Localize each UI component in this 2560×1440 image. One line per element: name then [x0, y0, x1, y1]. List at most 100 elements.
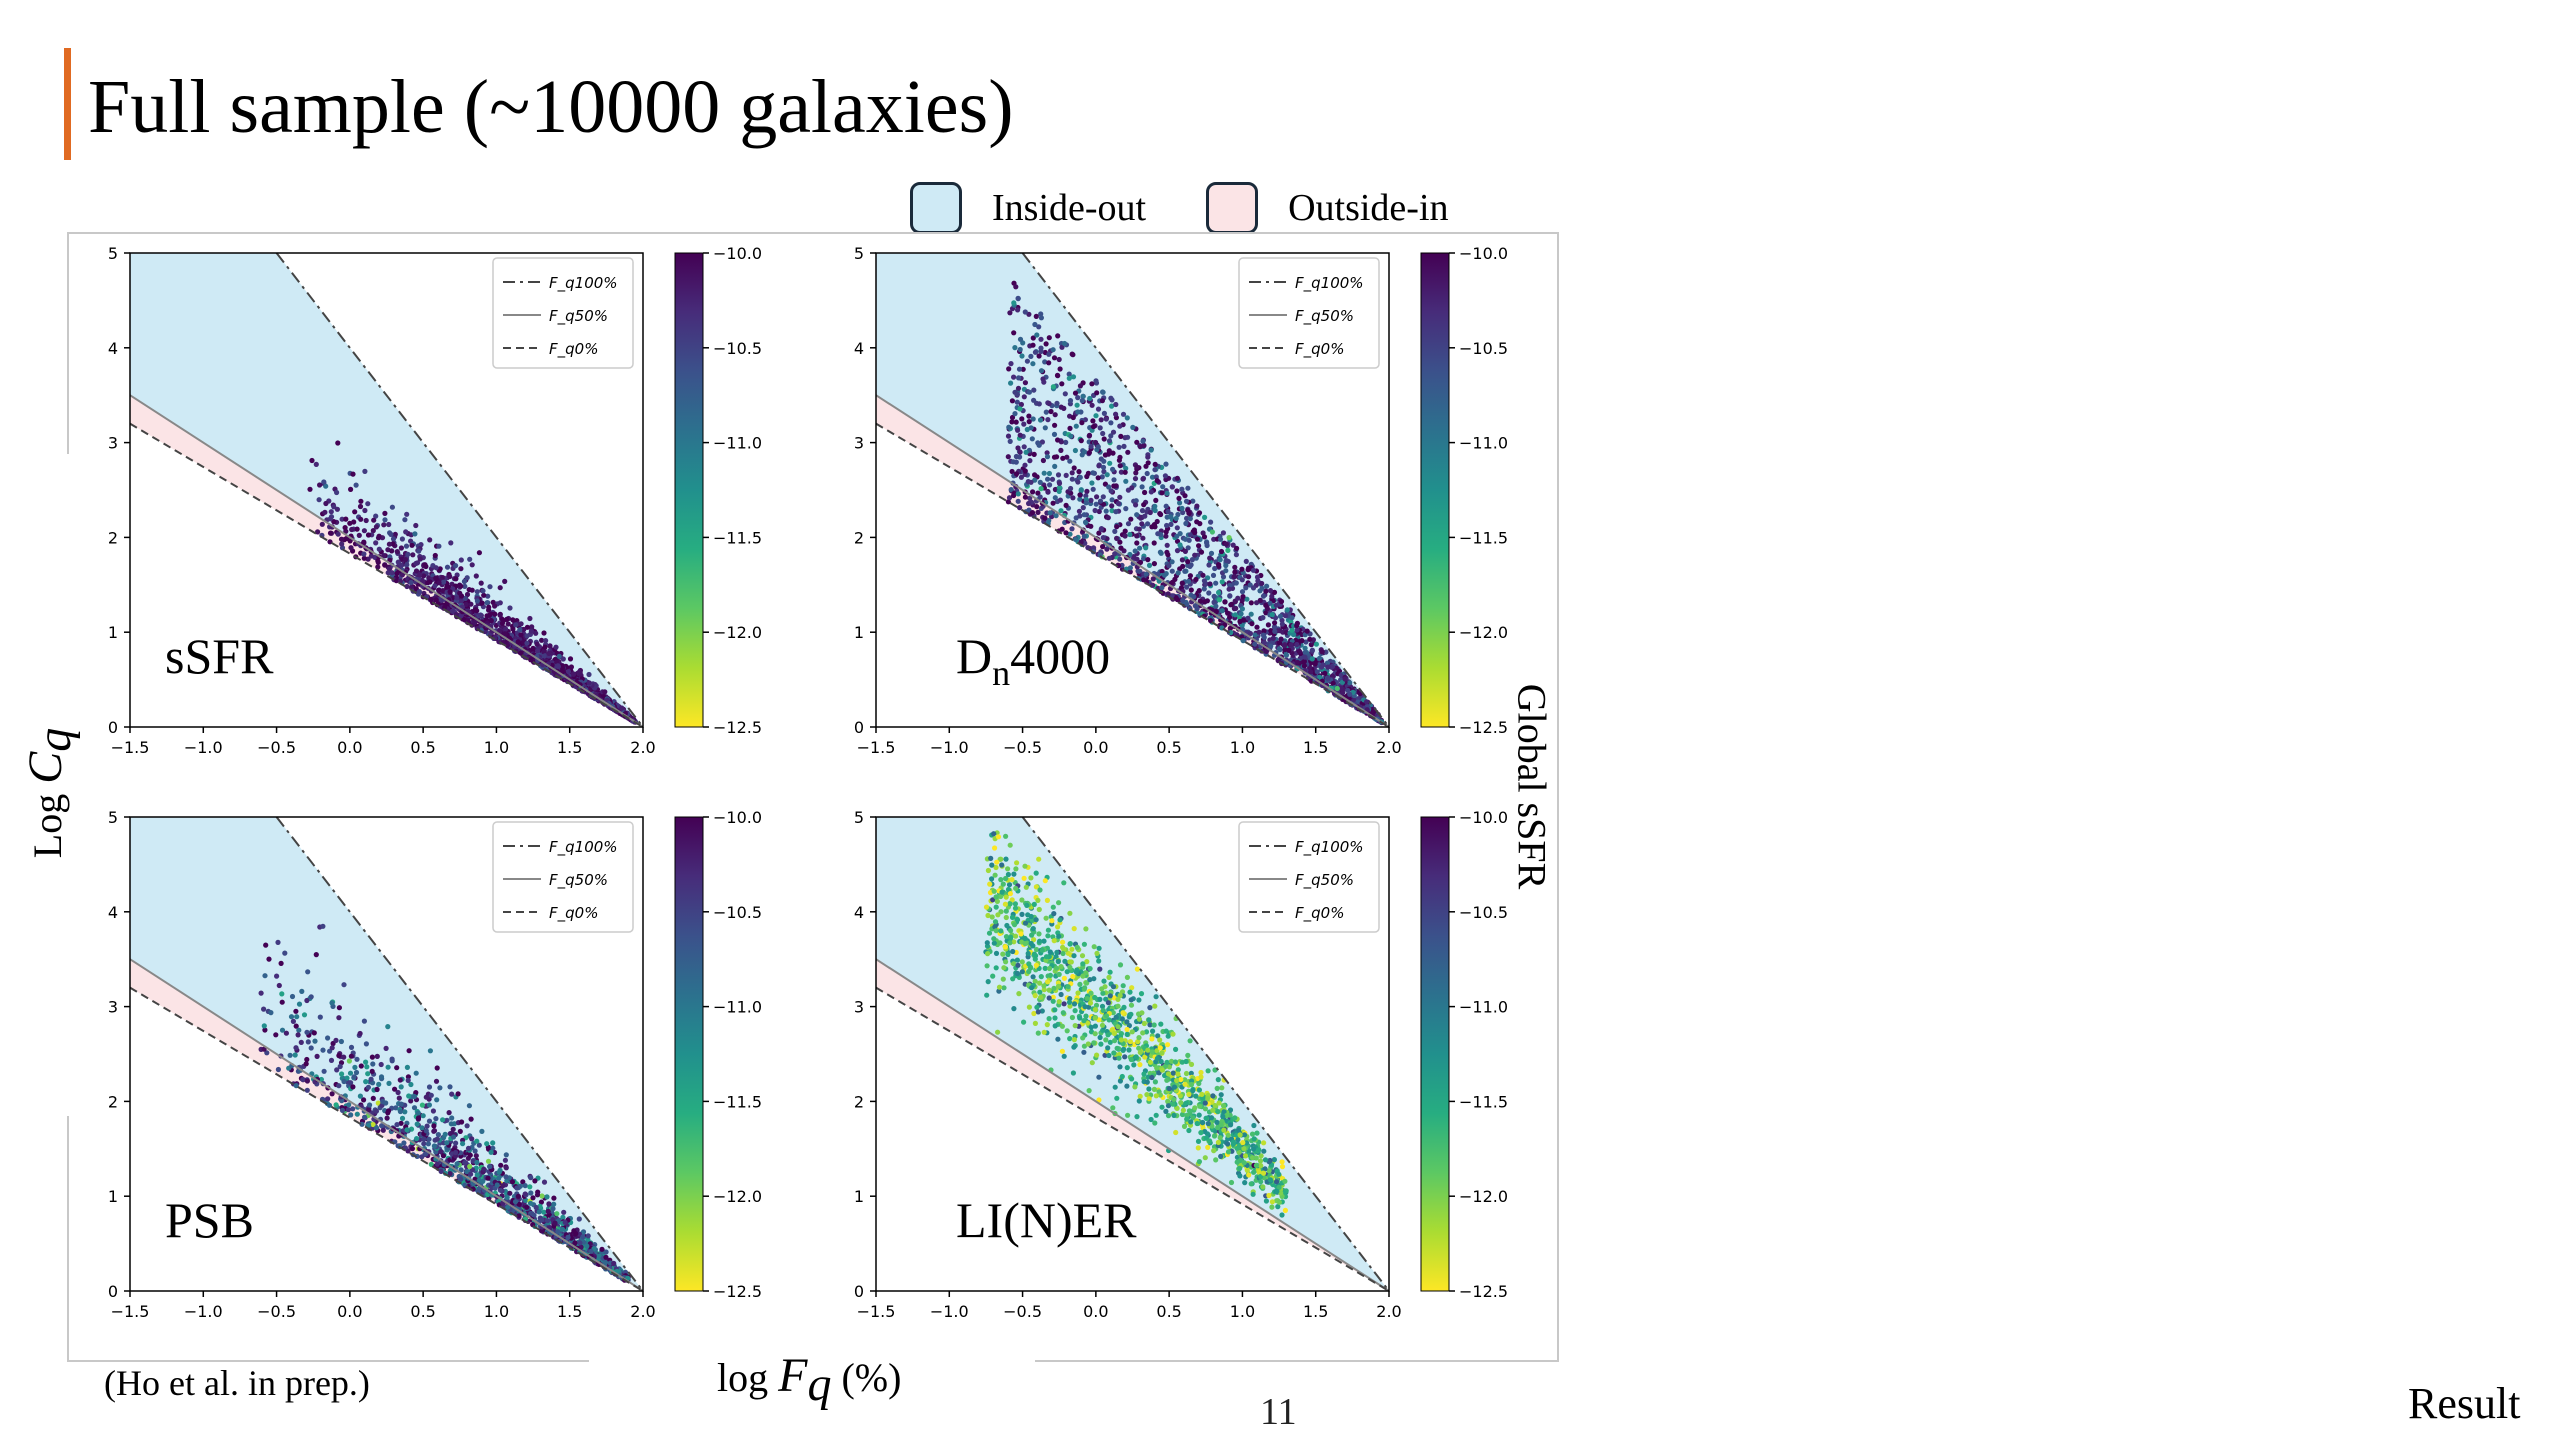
- data-point: [1094, 494, 1100, 500]
- data-point: [442, 1131, 448, 1137]
- data-point: [370, 1061, 376, 1067]
- data-point: [404, 583, 410, 590]
- data-point: [347, 538, 353, 544]
- data-point: [433, 1116, 439, 1122]
- data-point: [1035, 490, 1041, 496]
- data-point: [416, 589, 422, 595]
- data-point: [539, 1217, 545, 1223]
- data-point: [1055, 333, 1061, 339]
- data-point: [534, 1192, 541, 1198]
- x-tick-label: 0.0: [1083, 738, 1108, 757]
- data-point: [354, 526, 360, 532]
- data-point: [437, 1085, 443, 1091]
- data-point: [336, 1053, 342, 1059]
- data-point: [1246, 574, 1252, 580]
- data-point: [473, 573, 479, 579]
- data-point: [1117, 463, 1123, 469]
- data-point: [1174, 525, 1180, 531]
- data-point: [1219, 608, 1225, 614]
- data-point: [1057, 366, 1063, 372]
- data-point: [1116, 444, 1122, 450]
- data-point: [1011, 871, 1017, 877]
- data-point: [534, 641, 540, 647]
- y-tick-label: 5: [108, 808, 118, 827]
- data-point: [323, 483, 329, 489]
- data-point: [1054, 400, 1060, 406]
- data-point: [458, 557, 464, 563]
- data-point: [290, 1018, 296, 1024]
- data-point: [365, 532, 372, 538]
- data-point: [376, 533, 382, 539]
- data-point: [460, 1141, 466, 1147]
- data-point: [1257, 1158, 1264, 1164]
- data-point: [410, 552, 416, 558]
- data-point: [1145, 521, 1151, 527]
- data-point: [381, 522, 387, 528]
- data-point: [1145, 454, 1151, 460]
- data-point: [1097, 498, 1104, 504]
- data-point: [1069, 470, 1075, 476]
- data-point: [1103, 416, 1109, 422]
- data-point: [1084, 488, 1090, 494]
- data-point: [1194, 503, 1200, 509]
- data-point: [1052, 495, 1058, 501]
- data-point: [1067, 425, 1073, 431]
- data-point: [1081, 941, 1087, 947]
- data-point: [1048, 408, 1054, 415]
- data-point: [539, 637, 545, 643]
- data-point: [423, 1094, 429, 1100]
- data-point: [1248, 600, 1254, 606]
- data-point: [397, 1077, 403, 1083]
- data-point: [1012, 411, 1018, 417]
- data-point: [1035, 509, 1041, 515]
- figure-frame: [1557, 232, 1559, 1362]
- data-point: [1189, 557, 1195, 563]
- data-point: [1071, 926, 1077, 932]
- panel-label-sub: n: [992, 653, 1010, 693]
- data-point: [1237, 618, 1243, 625]
- data-point: [1152, 1003, 1158, 1009]
- data-point: [504, 642, 511, 649]
- data-point: [585, 1233, 591, 1239]
- data-point: [533, 1204, 539, 1211]
- data-point: [419, 1102, 425, 1108]
- chart-panel-2: −1.5 −1.0 −0.5 0.0 0.5 1.0 1.5 2.0012345F_q100%…: [854, 244, 1508, 757]
- data-point: [551, 1201, 557, 1207]
- data-point: [565, 669, 572, 675]
- data-point: [1187, 573, 1193, 579]
- data-point: [1094, 390, 1100, 396]
- data-point: [487, 584, 493, 590]
- data-point: [350, 1106, 356, 1112]
- data-point: [361, 540, 367, 546]
- data-point: [497, 612, 503, 618]
- data-point: [476, 550, 482, 556]
- data-point: [385, 1064, 391, 1070]
- data-point: [1071, 465, 1077, 471]
- data-point: [521, 626, 527, 633]
- data-point: [556, 653, 562, 660]
- data-point: [1103, 1037, 1109, 1043]
- data-point: [530, 1195, 536, 1201]
- data-point: [357, 1093, 363, 1099]
- data-point: [539, 1193, 545, 1199]
- data-point: [1106, 484, 1112, 490]
- data-point: [580, 1234, 586, 1240]
- data-point: [273, 1032, 279, 1038]
- legend-label-inside-out: Inside-out: [992, 187, 1147, 229]
- data-point: [311, 1030, 317, 1036]
- data-point: [1173, 515, 1179, 522]
- data-point: [385, 1024, 391, 1030]
- colorbar-tick-label: −10.5: [1459, 339, 1508, 358]
- data-point: [1212, 565, 1218, 572]
- data-point: [1184, 601, 1190, 607]
- legend-entry: F_q0%: [1295, 340, 1344, 359]
- data-point: [498, 1162, 504, 1168]
- data-point: [322, 509, 328, 515]
- data-point: [527, 1200, 534, 1206]
- figure-frame: [67, 1116, 69, 1362]
- data-point: [1183, 498, 1190, 504]
- data-point: [1342, 676, 1348, 682]
- data-point: [1319, 649, 1325, 655]
- data-point: [459, 1119, 465, 1125]
- data-point: [1069, 351, 1075, 357]
